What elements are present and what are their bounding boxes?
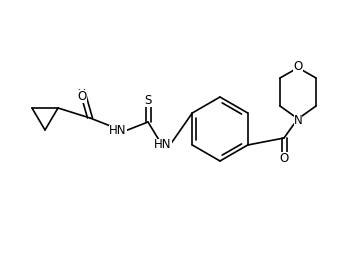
- Text: O: O: [77, 90, 87, 102]
- Text: S: S: [144, 93, 152, 107]
- Text: N: N: [294, 114, 302, 126]
- Text: O: O: [279, 151, 289, 165]
- Text: HN: HN: [154, 139, 172, 151]
- Text: O: O: [293, 60, 303, 72]
- Text: HN: HN: [109, 125, 127, 138]
